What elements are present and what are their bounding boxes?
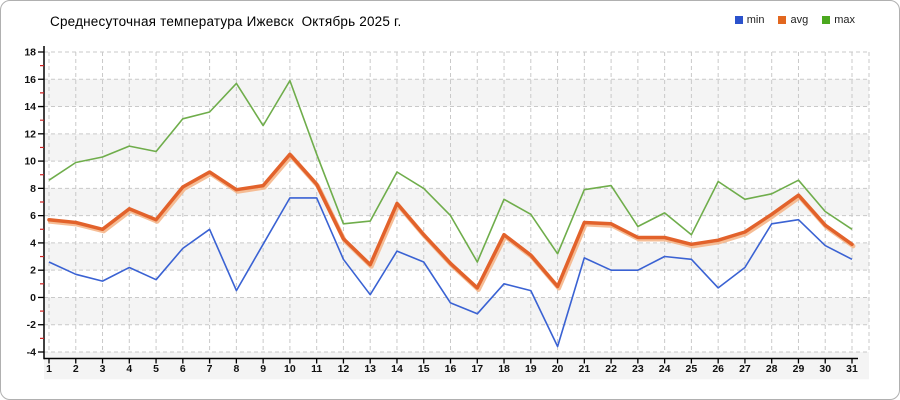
max-series-swatch bbox=[822, 16, 831, 24]
x-tick-label: 30 bbox=[819, 363, 831, 375]
x-tick-label: 11 bbox=[311, 363, 322, 375]
y-tick-label: 10 bbox=[24, 156, 36, 168]
series-line-avg bbox=[47, 152, 854, 290]
x-tick-label: 12 bbox=[338, 363, 350, 375]
x-tick-label: 4 bbox=[126, 363, 132, 375]
chart-title: Среднесуточная температура Ижевск Октябр… bbox=[50, 14, 402, 29]
x-tick-label: 17 bbox=[471, 363, 483, 375]
series-line-min bbox=[48, 197, 853, 348]
y-tick-label: -2 bbox=[27, 319, 36, 331]
x-tick-label: 21 bbox=[578, 363, 590, 375]
x-tick-label: 31 bbox=[846, 363, 858, 375]
y-tick-label: 6 bbox=[30, 210, 36, 222]
avg-series-swatch bbox=[778, 16, 787, 24]
x-tick-label: 7 bbox=[207, 363, 213, 375]
x-tick-label: 2 bbox=[73, 363, 79, 375]
y-tick-label: 16 bbox=[24, 74, 36, 86]
y-tick-label: 12 bbox=[24, 128, 36, 140]
x-tick-label: 20 bbox=[552, 363, 564, 375]
x-tick-label: 22 bbox=[605, 363, 617, 375]
x-tick-label: 28 bbox=[766, 363, 778, 375]
y-tick-label: 8 bbox=[30, 183, 36, 195]
x-tick-label: 27 bbox=[739, 363, 751, 375]
x-tick-label: 1 bbox=[46, 363, 52, 375]
band bbox=[44, 242, 869, 271]
x-tick-label: 8 bbox=[233, 363, 239, 375]
legend: min avg max bbox=[734, 14, 855, 26]
legend-label-min: min bbox=[746, 14, 765, 26]
y-tick-label: 18 bbox=[24, 47, 36, 59]
x-tick-label: 24 bbox=[659, 363, 671, 375]
band bbox=[44, 352, 869, 380]
x-tick-label: 13 bbox=[364, 363, 376, 375]
x-tick-label: 16 bbox=[445, 363, 457, 375]
x-tick-label: 3 bbox=[100, 363, 106, 375]
legend-item-min[interactable]: min bbox=[734, 14, 765, 26]
x-tick-label: 25 bbox=[686, 363, 698, 375]
x-tick-label: 15 bbox=[418, 363, 430, 375]
legend-label-avg: avg bbox=[790, 14, 809, 26]
series-line-max bbox=[48, 79, 853, 263]
min-series-swatch bbox=[734, 16, 743, 24]
x-tick-label: 10 bbox=[284, 363, 296, 375]
x-tick-label: 14 bbox=[391, 363, 403, 375]
y-tick-label: 4 bbox=[30, 237, 36, 249]
x-tick-label: 18 bbox=[498, 363, 510, 375]
x-tick-label: 19 bbox=[525, 363, 537, 375]
band bbox=[44, 297, 869, 325]
y-tick-label: -4 bbox=[27, 347, 36, 359]
band bbox=[44, 133, 869, 162]
y-tick-label: 14 bbox=[24, 101, 36, 113]
x-tick-label: 9 bbox=[260, 363, 266, 375]
legend-item-max[interactable]: max bbox=[822, 14, 855, 26]
legend-item-avg[interactable]: avg bbox=[778, 14, 808, 26]
legend-label-max: max bbox=[834, 14, 855, 26]
x-tick-label: 23 bbox=[632, 363, 644, 375]
x-tick-label: 29 bbox=[793, 363, 805, 375]
y-tick-label: 0 bbox=[30, 292, 36, 304]
band bbox=[44, 79, 869, 107]
x-tick-label: 6 bbox=[180, 363, 186, 375]
x-tick-label: 5 bbox=[153, 363, 159, 375]
x-tick-label: 26 bbox=[712, 363, 724, 375]
y-tick-label: 2 bbox=[30, 265, 36, 277]
